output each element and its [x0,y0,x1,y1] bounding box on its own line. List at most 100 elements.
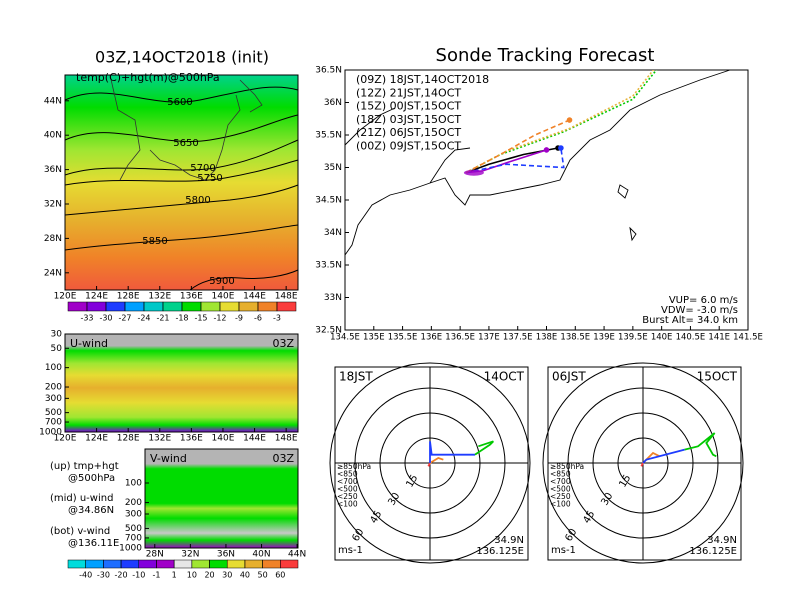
contour-label: 5650 [173,138,198,149]
hodograph-trace [429,457,444,464]
x-tick-label: 32N [181,550,199,560]
colorbar-label: -10 [132,571,145,580]
x-tick-label: 128E [117,434,140,444]
legend-entry: (09Z) 18JST,14OCT2018 [356,73,489,86]
ring [404,437,456,489]
hodograph-trace [429,441,475,463]
contour-label: 5700 [190,163,215,174]
x-tick-label: 140E [212,292,235,302]
coastline [344,69,731,256]
tracking-title: Sonde Tracking Forecast [436,45,655,66]
y-tick-label: 300 [125,510,142,520]
colorbar-box [276,301,297,312]
colorbar-label: -30 [99,314,112,323]
hodo-legend: ≥850hPa [550,462,584,471]
legend-entry: (00Z) 09JST,15OCT [356,140,461,153]
x-tick-label: 148E [275,292,298,302]
ring-label: 30 [386,491,402,508]
ring-label: 60 [350,527,366,544]
hodo-legend: <850 [550,470,571,479]
x-tick-label: 36N [217,550,235,560]
colorbar-box [162,301,183,312]
colorbar-box [262,559,281,569]
colorbar-label: -40 [79,571,92,580]
colorbar-label: -6 [254,314,262,323]
y-tick-label: 36.5N [315,66,342,76]
colorbar-box [156,559,175,569]
colorbar-box [138,559,157,569]
colorbar-label: 10 [187,571,197,580]
colorbar-label: 1 [172,571,177,580]
note: VUP= 6.0 m/s [669,295,738,306]
contour-label: 5900 [209,276,234,287]
colorbar-box [124,301,145,312]
colorbar-box [67,301,88,312]
legend-note: (mid) u-wind [50,493,113,504]
hodo-legend: <100 [337,500,358,509]
track-end [558,145,564,151]
v-wind-field [145,449,298,548]
x-tick-label: 141.5E [733,333,763,343]
colorbar-box [226,559,246,569]
colorbar-label: -21 [156,314,169,323]
colorbar-label: -3 [273,314,281,323]
y-tick-label: 1000 [119,544,142,554]
y-tick-label: 36N [44,165,62,175]
launch-point [463,169,484,176]
x-tick-label: 144E [243,292,266,302]
track-end [566,117,573,123]
colorbar-label: -12 [213,314,226,323]
y-tick-label: 33.5N [315,261,342,271]
x-tick-label: 120E [54,292,77,302]
y-tick-label: 100 [125,478,142,488]
date: 15OCT [697,370,738,384]
track [465,70,655,174]
hodograph-trace [640,462,644,467]
track [465,119,570,174]
ring [354,387,506,539]
x-tick-label: 139.5E [618,333,648,343]
hodo-legend: <500 [337,485,358,494]
x-tick-label: 140.5E [676,333,706,343]
track-end [543,147,550,153]
x-tick-label: 124E [85,292,108,302]
left-map-frame [64,74,299,291]
v-wind-label: V-wind [150,452,187,465]
colorbar-box [120,559,140,569]
v-wind-time: 03Z [272,452,294,465]
legend-note: (up) tmp+hgt [50,461,119,472]
y-tick-label: 50 [51,344,63,354]
ring [617,437,669,489]
x-tick-label: 139E [593,333,615,343]
u-wind-frame [64,333,299,433]
y-tick-label: 500 [125,524,142,534]
x-tick-label: 135E [363,333,385,343]
x-tick-label: 28N [146,550,164,560]
x-tick-label: 40N [252,550,270,560]
ring-label: 60 [563,527,579,544]
legend-entry: (21Z) 06JST,15OCT [356,126,461,139]
v-wind-frame [144,448,299,549]
x-tick-label: 137.5E [503,333,533,343]
hodograph-trace [684,432,717,458]
time: 18JST [339,370,373,384]
location: 34.9N [707,535,737,546]
colorbar-label: -18 [175,314,188,323]
y-tick-label: 1000 [39,428,62,438]
y-tick-label: 300 [45,394,62,404]
location: 136.125E [476,546,524,557]
legend-entry: (18Z) 03JST,15OCT [356,113,461,126]
contour-label: 5750 [197,173,222,184]
colorbar-box [143,301,164,312]
x-tick-label: 120E [54,434,77,444]
colorbar-box [105,301,126,312]
legend-entry: (15Z) 00JST,15OCT [356,100,461,113]
ring-label: 15 [404,473,420,490]
unit: ms-1 [551,545,576,556]
hodograph-trace [642,448,685,464]
y-tick-label: 35N [324,163,342,173]
hodo-legend: <500 [550,485,571,494]
y-tick-label: 24N [44,268,62,278]
tracks [463,70,658,176]
legend-note: (bot) v-wind [50,526,110,537]
